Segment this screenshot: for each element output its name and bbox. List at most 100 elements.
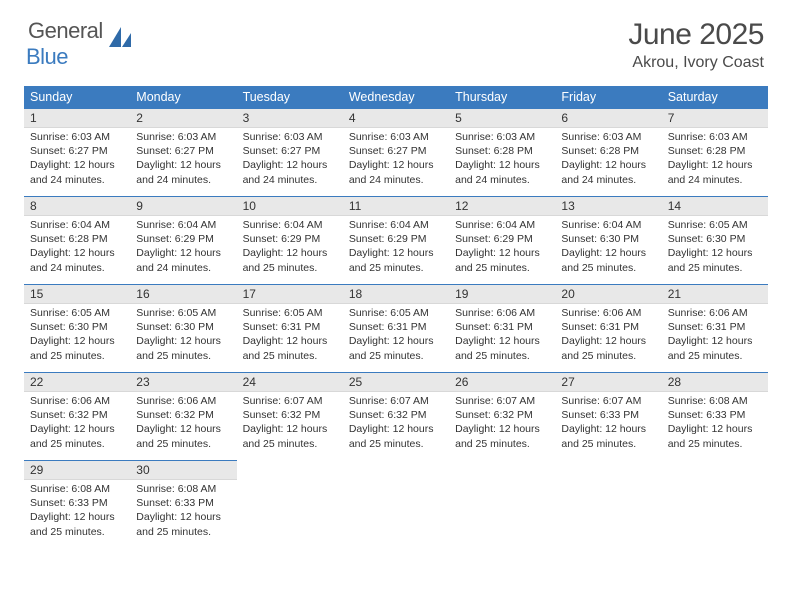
day-content: Sunrise: 6:03 AMSunset: 6:28 PMDaylight:… [449, 128, 555, 191]
calendar-day-cell: 26Sunrise: 6:07 AMSunset: 6:32 PMDayligh… [449, 373, 555, 461]
dayhead-sat: Saturday [662, 86, 768, 109]
page-header: General Blue June 2025 Akrou, Ivory Coas… [0, 0, 792, 80]
day-content: Sunrise: 6:07 AMSunset: 6:33 PMDaylight:… [555, 392, 661, 455]
day-content: Sunrise: 6:05 AMSunset: 6:31 PMDaylight:… [237, 304, 343, 367]
day-content: Sunrise: 6:05 AMSunset: 6:30 PMDaylight:… [130, 304, 236, 367]
day-content: Sunrise: 6:03 AMSunset: 6:27 PMDaylight:… [24, 128, 130, 191]
day-number: 13 [555, 197, 661, 216]
day-content: Sunrise: 6:03 AMSunset: 6:28 PMDaylight:… [662, 128, 768, 191]
day-number: 20 [555, 285, 661, 304]
calendar-day-cell: 1Sunrise: 6:03 AMSunset: 6:27 PMDaylight… [24, 109, 130, 197]
dayhead-fri: Friday [555, 86, 661, 109]
day-number: 18 [343, 285, 449, 304]
day-content: Sunrise: 6:07 AMSunset: 6:32 PMDaylight:… [343, 392, 449, 455]
dayhead-thu: Thursday [449, 86, 555, 109]
dayhead-wed: Wednesday [343, 86, 449, 109]
calendar-day-cell: 14Sunrise: 6:05 AMSunset: 6:30 PMDayligh… [662, 197, 768, 285]
day-content: Sunrise: 6:03 AMSunset: 6:27 PMDaylight:… [130, 128, 236, 191]
day-content: Sunrise: 6:07 AMSunset: 6:32 PMDaylight:… [237, 392, 343, 455]
day-content: Sunrise: 6:05 AMSunset: 6:30 PMDaylight:… [24, 304, 130, 367]
day-content: Sunrise: 6:06 AMSunset: 6:32 PMDaylight:… [24, 392, 130, 455]
calendar-week-row: 1Sunrise: 6:03 AMSunset: 6:27 PMDaylight… [24, 109, 768, 197]
dayhead-sun: Sunday [24, 86, 130, 109]
day-number: 28 [662, 373, 768, 392]
calendar-day-cell: 28Sunrise: 6:08 AMSunset: 6:33 PMDayligh… [662, 373, 768, 461]
day-number: 8 [24, 197, 130, 216]
calendar-day-cell: 29Sunrise: 6:08 AMSunset: 6:33 PMDayligh… [24, 461, 130, 549]
brand-blue: Blue [26, 44, 68, 69]
calendar-day-cell: 11Sunrise: 6:04 AMSunset: 6:29 PMDayligh… [343, 197, 449, 285]
day-content: Sunrise: 6:04 AMSunset: 6:30 PMDaylight:… [555, 216, 661, 279]
calendar-day-cell: 30Sunrise: 6:08 AMSunset: 6:33 PMDayligh… [130, 461, 236, 549]
day-number: 24 [237, 373, 343, 392]
day-number: 22 [24, 373, 130, 392]
day-number: 6 [555, 109, 661, 128]
day-number: 16 [130, 285, 236, 304]
day-number: 14 [662, 197, 768, 216]
day-content: Sunrise: 6:03 AMSunset: 6:27 PMDaylight:… [343, 128, 449, 191]
calendar-day-cell: 7Sunrise: 6:03 AMSunset: 6:28 PMDaylight… [662, 109, 768, 197]
day-content: Sunrise: 6:06 AMSunset: 6:31 PMDaylight:… [555, 304, 661, 367]
calendar-day-cell: 6Sunrise: 6:03 AMSunset: 6:28 PMDaylight… [555, 109, 661, 197]
calendar-week-row: 15Sunrise: 6:05 AMSunset: 6:30 PMDayligh… [24, 285, 768, 373]
day-number: 7 [662, 109, 768, 128]
day-content: Sunrise: 6:04 AMSunset: 6:28 PMDaylight:… [24, 216, 130, 279]
day-number: 15 [24, 285, 130, 304]
brand-sail-icon [107, 25, 133, 54]
calendar-day-cell: 10Sunrise: 6:04 AMSunset: 6:29 PMDayligh… [237, 197, 343, 285]
day-number: 3 [237, 109, 343, 128]
calendar-day-cell: 4Sunrise: 6:03 AMSunset: 6:27 PMDaylight… [343, 109, 449, 197]
day-content: Sunrise: 6:06 AMSunset: 6:31 PMDaylight:… [662, 304, 768, 367]
day-number: 12 [449, 197, 555, 216]
calendar-day-cell: 19Sunrise: 6:06 AMSunset: 6:31 PMDayligh… [449, 285, 555, 373]
brand-general: General [28, 18, 103, 43]
day-number: 4 [343, 109, 449, 128]
calendar-empty-cell [237, 461, 343, 549]
calendar-day-cell: 15Sunrise: 6:05 AMSunset: 6:30 PMDayligh… [24, 285, 130, 373]
dayhead-mon: Monday [130, 86, 236, 109]
location-subtitle: Akrou, Ivory Coast [628, 54, 764, 72]
day-content: Sunrise: 6:07 AMSunset: 6:32 PMDaylight:… [449, 392, 555, 455]
dayhead-tue: Tuesday [237, 86, 343, 109]
day-content: Sunrise: 6:08 AMSunset: 6:33 PMDaylight:… [24, 480, 130, 543]
day-content: Sunrise: 6:04 AMSunset: 6:29 PMDaylight:… [343, 216, 449, 279]
calendar-empty-cell [449, 461, 555, 549]
calendar-day-cell: 21Sunrise: 6:06 AMSunset: 6:31 PMDayligh… [662, 285, 768, 373]
day-number: 27 [555, 373, 661, 392]
day-number: 23 [130, 373, 236, 392]
calendar-day-cell: 3Sunrise: 6:03 AMSunset: 6:27 PMDaylight… [237, 109, 343, 197]
day-content: Sunrise: 6:05 AMSunset: 6:31 PMDaylight:… [343, 304, 449, 367]
day-content: Sunrise: 6:05 AMSunset: 6:30 PMDaylight:… [662, 216, 768, 279]
calendar-day-cell: 12Sunrise: 6:04 AMSunset: 6:29 PMDayligh… [449, 197, 555, 285]
day-number: 9 [130, 197, 236, 216]
day-number: 30 [130, 461, 236, 480]
brand-logo: General Blue [28, 18, 133, 70]
calendar-day-cell: 25Sunrise: 6:07 AMSunset: 6:32 PMDayligh… [343, 373, 449, 461]
calendar-day-cell: 23Sunrise: 6:06 AMSunset: 6:32 PMDayligh… [130, 373, 236, 461]
calendar-day-cell: 24Sunrise: 6:07 AMSunset: 6:32 PMDayligh… [237, 373, 343, 461]
calendar-day-cell: 18Sunrise: 6:05 AMSunset: 6:31 PMDayligh… [343, 285, 449, 373]
day-number: 29 [24, 461, 130, 480]
calendar-empty-cell [343, 461, 449, 549]
day-number: 26 [449, 373, 555, 392]
calendar-week-row: 8Sunrise: 6:04 AMSunset: 6:28 PMDaylight… [24, 197, 768, 285]
day-content: Sunrise: 6:04 AMSunset: 6:29 PMDaylight:… [449, 216, 555, 279]
day-content: Sunrise: 6:06 AMSunset: 6:31 PMDaylight:… [449, 304, 555, 367]
day-content: Sunrise: 6:04 AMSunset: 6:29 PMDaylight:… [237, 216, 343, 279]
day-content: Sunrise: 6:03 AMSunset: 6:27 PMDaylight:… [237, 128, 343, 191]
calendar-day-cell: 20Sunrise: 6:06 AMSunset: 6:31 PMDayligh… [555, 285, 661, 373]
day-content: Sunrise: 6:08 AMSunset: 6:33 PMDaylight:… [130, 480, 236, 543]
calendar-day-cell: 17Sunrise: 6:05 AMSunset: 6:31 PMDayligh… [237, 285, 343, 373]
day-content: Sunrise: 6:03 AMSunset: 6:28 PMDaylight:… [555, 128, 661, 191]
title-block: June 2025 Akrou, Ivory Coast [628, 18, 764, 72]
day-number: 10 [237, 197, 343, 216]
calendar-table: Sunday Monday Tuesday Wednesday Thursday… [24, 86, 768, 549]
day-content: Sunrise: 6:04 AMSunset: 6:29 PMDaylight:… [130, 216, 236, 279]
day-header-row: Sunday Monday Tuesday Wednesday Thursday… [24, 86, 768, 109]
day-number: 2 [130, 109, 236, 128]
day-number: 17 [237, 285, 343, 304]
calendar-empty-cell [662, 461, 768, 549]
calendar-day-cell: 22Sunrise: 6:06 AMSunset: 6:32 PMDayligh… [24, 373, 130, 461]
day-number: 21 [662, 285, 768, 304]
calendar-day-cell: 13Sunrise: 6:04 AMSunset: 6:30 PMDayligh… [555, 197, 661, 285]
